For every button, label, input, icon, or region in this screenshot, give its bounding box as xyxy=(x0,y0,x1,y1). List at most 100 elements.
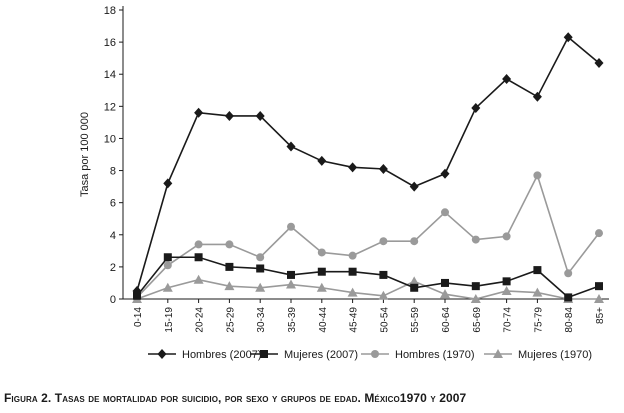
y-tick-label: 12 xyxy=(104,101,116,113)
data-point xyxy=(194,107,204,118)
legend-label: Mujeres (1970) xyxy=(518,349,592,361)
legend-marker xyxy=(493,349,503,358)
data-point xyxy=(564,293,573,302)
data-point xyxy=(256,253,265,262)
series-line xyxy=(136,278,599,300)
data-point xyxy=(225,240,234,249)
data-point xyxy=(286,141,296,152)
data-point xyxy=(379,237,388,246)
legend: Hombres (2007) Mujeres (2007) Hombres (197… xyxy=(148,349,592,361)
data-point xyxy=(194,253,203,262)
data-point xyxy=(441,208,449,217)
data-point xyxy=(316,282,327,292)
legend-entry: Hombres (1970) xyxy=(361,349,474,361)
x-tick-label: 50-54 xyxy=(379,307,390,333)
legend-label: Hombres (1970) xyxy=(395,349,474,361)
y-tick-label: 2 xyxy=(110,262,116,274)
data-point xyxy=(409,181,419,192)
series-2 xyxy=(133,171,603,302)
data-point xyxy=(501,285,512,295)
data-point xyxy=(193,274,204,284)
data-point xyxy=(378,163,388,174)
x-tick-label: 20-24 xyxy=(195,307,206,333)
data-point xyxy=(378,290,389,300)
data-point xyxy=(163,261,172,270)
series-1 xyxy=(133,253,603,302)
data-point xyxy=(379,270,388,279)
data-point xyxy=(224,281,235,291)
x-tick-label: 60-64 xyxy=(441,307,452,333)
y-tick-label: 14 xyxy=(104,69,116,81)
data-point xyxy=(255,110,265,121)
x-tick-label: 70-74 xyxy=(503,307,514,333)
data-point xyxy=(287,270,295,279)
x-tick-label: 55-59 xyxy=(410,307,421,333)
y-tick-label: 6 xyxy=(110,198,116,210)
y-tick-label: 4 xyxy=(110,230,116,242)
data-point xyxy=(471,102,481,113)
y-axis-label: Tasa por 100 000 xyxy=(79,112,91,197)
data-point xyxy=(594,294,604,303)
x-tick-label: 30-34 xyxy=(256,307,267,333)
x-tick-label: 40-44 xyxy=(318,307,329,333)
data-point xyxy=(440,289,450,299)
legend-entry: Mujeres (2007) xyxy=(250,349,358,361)
x-tick-label: 85+ xyxy=(595,307,606,324)
data-point xyxy=(225,262,234,271)
y-tick-label: 10 xyxy=(104,133,116,145)
series-0 xyxy=(132,32,604,296)
y-tick-label: 0 xyxy=(110,294,116,306)
data-point xyxy=(348,162,358,173)
data-point xyxy=(533,171,542,180)
data-point xyxy=(163,178,173,189)
data-point xyxy=(532,91,542,102)
data-point xyxy=(471,235,480,244)
y-tick-label: 8 xyxy=(110,166,116,178)
legend-marker xyxy=(157,349,167,359)
data-point xyxy=(410,283,419,292)
y-tick-label: 16 xyxy=(104,37,116,49)
data-point xyxy=(410,237,419,246)
data-point xyxy=(502,232,511,241)
legend-label: Hombres (2007) xyxy=(182,349,261,361)
data-point xyxy=(533,266,542,275)
y-tick-label: 18 xyxy=(104,5,116,17)
data-point xyxy=(471,282,480,291)
data-point xyxy=(347,287,358,297)
data-point xyxy=(317,248,326,257)
legend-marker xyxy=(371,350,379,358)
data-point xyxy=(502,277,511,286)
series-line xyxy=(136,173,600,298)
data-point xyxy=(502,74,512,85)
data-point xyxy=(348,251,357,260)
data-point xyxy=(595,229,603,238)
data-point xyxy=(440,168,450,179)
data-point xyxy=(441,278,449,287)
data-point xyxy=(594,57,604,68)
data-point xyxy=(470,294,481,303)
legend-entry: Hombres (2007) xyxy=(148,349,261,361)
data-point xyxy=(532,287,543,297)
data-point xyxy=(256,264,265,273)
data-point xyxy=(317,155,327,166)
data-point xyxy=(224,110,234,121)
legend-label: Mujeres (2007) xyxy=(284,349,358,361)
data-point xyxy=(255,282,266,292)
data-point xyxy=(317,267,326,276)
data-point xyxy=(133,291,141,300)
x-tick-label: 25-29 xyxy=(225,307,236,333)
x-tick-label: 80-84 xyxy=(564,307,575,333)
data-point xyxy=(194,240,203,249)
x-tick-label: 75-79 xyxy=(533,307,544,333)
axes: 0 2 4 6 8 10 12 14 16 18 0-14 15-19 20-24 25-29 30-34 3… xyxy=(104,5,609,333)
data-point xyxy=(162,282,173,292)
legend-entry: Mujeres (1970) xyxy=(484,349,592,361)
x-tick-label: 35-39 xyxy=(287,307,298,333)
data-point xyxy=(286,279,296,289)
series-line xyxy=(136,36,600,292)
series-layer xyxy=(132,32,604,303)
series-line xyxy=(136,256,600,299)
legend-marker xyxy=(260,350,268,358)
x-tick-label: 45-49 xyxy=(349,307,360,333)
